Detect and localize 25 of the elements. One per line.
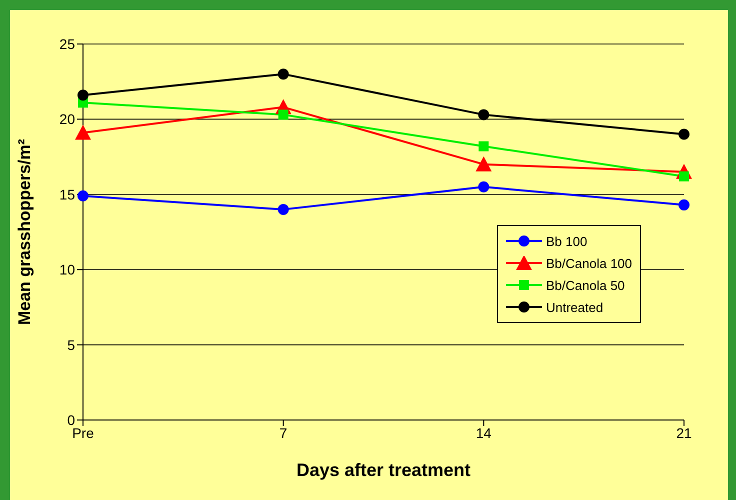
x-axis-title: Days after treatment (296, 460, 471, 480)
point (678, 128, 690, 140)
legend-label: Bb 100 (546, 234, 588, 248)
point (75, 124, 91, 140)
point (278, 110, 288, 120)
y-axis-title: Mean grasshoppers/m² (15, 138, 34, 326)
point (478, 181, 490, 192)
point (478, 109, 490, 120)
y-tick-label: 15 (59, 186, 76, 202)
x-tick-label: 7 (279, 424, 288, 441)
point (678, 199, 690, 210)
y-tick-label: 5 (67, 336, 76, 353)
y-tick-label: 25 (59, 36, 76, 52)
legend-label: Bb/Canola 50 (546, 278, 625, 292)
y-tick-label: 20 (59, 111, 76, 128)
x-tick-label: 14 (476, 424, 492, 441)
point (476, 156, 492, 172)
point (278, 204, 289, 215)
point (278, 68, 289, 80)
x-tick-label: 21 (676, 424, 692, 441)
y-tick-label: 10 (59, 262, 76, 278)
legend-label: Bb/Canola 100 (546, 256, 632, 270)
point (478, 141, 489, 152)
legend-label: Untreated (546, 300, 604, 314)
point (78, 90, 88, 101)
